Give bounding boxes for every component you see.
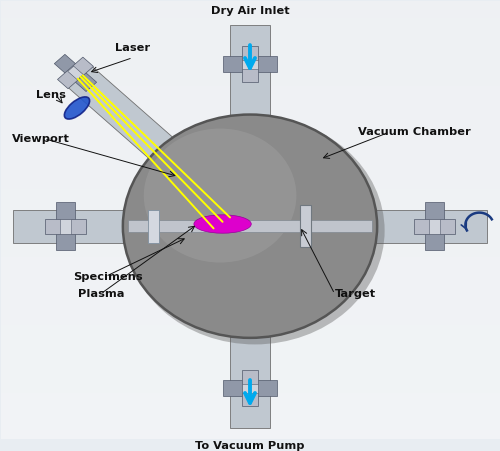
Circle shape xyxy=(126,117,384,345)
Polygon shape xyxy=(58,57,94,89)
Text: Viewport: Viewport xyxy=(12,133,70,143)
Bar xyxy=(414,219,455,234)
Polygon shape xyxy=(54,55,96,92)
Bar xyxy=(56,202,75,250)
Text: Vacuum Chamber: Vacuum Chamber xyxy=(358,127,471,137)
Polygon shape xyxy=(64,62,176,161)
Text: Plasma: Plasma xyxy=(78,289,124,299)
Bar xyxy=(425,202,444,250)
Text: Lens: Lens xyxy=(36,90,66,100)
Ellipse shape xyxy=(64,97,90,119)
Bar xyxy=(128,220,372,232)
Ellipse shape xyxy=(194,215,251,233)
Polygon shape xyxy=(68,66,83,80)
Bar xyxy=(13,210,126,243)
Text: Dry Air Inlet: Dry Air Inlet xyxy=(210,6,290,16)
Bar xyxy=(60,219,70,234)
Circle shape xyxy=(123,115,377,338)
Bar xyxy=(300,205,311,247)
Text: Specimens: Specimens xyxy=(73,272,142,281)
Bar xyxy=(148,210,159,243)
Bar xyxy=(374,210,487,243)
Bar xyxy=(230,25,270,117)
Circle shape xyxy=(144,129,296,262)
Text: Target: Target xyxy=(335,289,376,299)
Bar xyxy=(230,336,270,428)
Bar xyxy=(430,219,440,234)
Text: Laser: Laser xyxy=(116,43,150,53)
Bar xyxy=(242,60,258,69)
Bar xyxy=(242,46,258,82)
Text: To Vacuum Pump: To Vacuum Pump xyxy=(195,441,305,451)
Bar xyxy=(223,56,277,72)
Bar xyxy=(45,219,86,234)
Bar xyxy=(223,380,277,396)
Bar xyxy=(242,370,258,406)
Bar xyxy=(242,384,258,393)
